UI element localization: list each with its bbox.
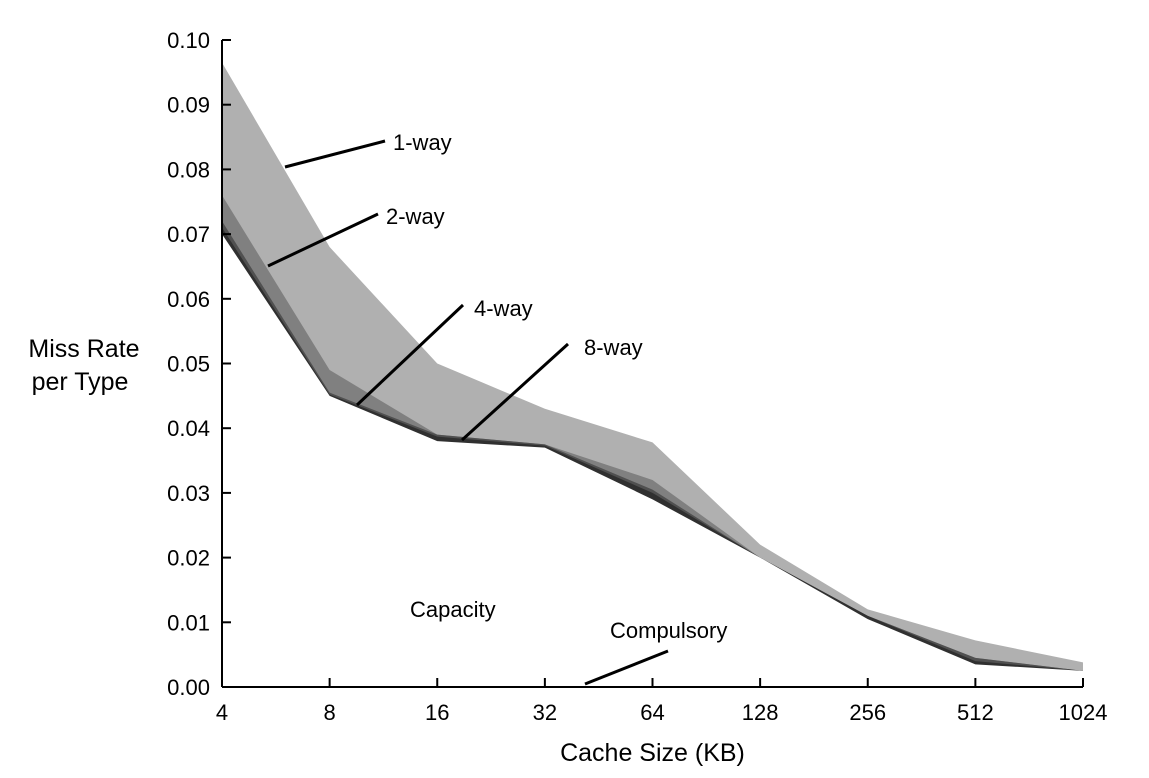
8-way-label: 8-way [584,335,643,360]
x-tick-label: 32 [533,700,557,725]
y-tick-label: 0.01 [167,610,210,635]
x-axis-title: Cache Size (KB) [560,739,745,767]
compulsory-label: Compulsory [610,618,727,643]
y-axis-title-line-1: Miss Rate [28,335,139,363]
x-tick-label: 128 [742,700,779,725]
2-way-leader-line [267,212,379,268]
x-tick-label: 8 [324,700,336,725]
y-axis-title-line-2: per Type [32,368,129,396]
y-tick-label: 0.02 [167,546,210,571]
y-tick-label: 0.06 [167,287,210,312]
4-way-leader-line [355,303,465,407]
1-way-leader-line [284,139,386,169]
2-way-label: 2-way [386,204,445,229]
tick-labels: 0.00 0.01 0.02 0.03 0.04 0.05 0.06 0.07 0.08 0.09… [167,28,1107,725]
y-tick-label: 0.03 [167,481,210,506]
band-layer [222,62,1083,687]
band-capacity [222,234,1083,687]
x-tick-label: 4 [216,700,228,725]
x-tick-label: 1024 [1059,700,1108,725]
1-way-label: 1-way [393,130,452,155]
x-tick-label: 256 [849,700,886,725]
y-tick-label: 0.09 [167,93,210,118]
4-way-label: 4-way [474,296,533,321]
y-tick-label: 0.00 [167,675,210,700]
x-tick-label: 512 [957,700,994,725]
x-tick-label: 16 [425,700,449,725]
compulsory-leader-line [584,649,669,686]
y-tick-label: 0.07 [167,222,210,247]
y-tick-label: 0.08 [167,157,210,182]
annotations: 1-way 2-way 4-way 8-way Compulsory Capacity [267,130,727,686]
y-tick-label: 0.04 [167,416,210,441]
axes [221,39,1084,688]
8-way-leader-line [460,342,570,442]
x-tick-label: 64 [640,700,664,725]
y-tick-label: 0.10 [167,28,210,53]
y-tick-label: 0.05 [167,352,210,377]
capacity-label: Capacity [410,597,496,622]
